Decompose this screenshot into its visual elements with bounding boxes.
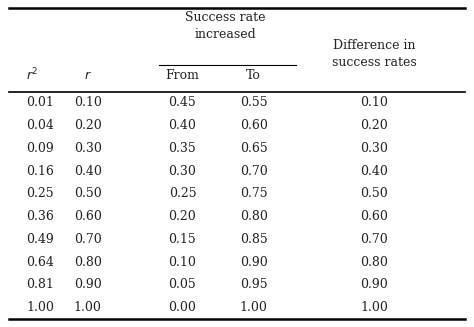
Text: 0.40: 0.40 [74,164,101,178]
Text: 0.04: 0.04 [26,119,54,132]
Text: 0.10: 0.10 [74,96,101,110]
Text: 0.30: 0.30 [74,142,101,155]
Text: 0.70: 0.70 [361,233,388,246]
Text: Success rate
increased: Success rate increased [185,11,265,42]
Text: 1.00: 1.00 [74,301,101,314]
Text: Difference in
success rates: Difference in success rates [332,39,417,69]
Text: 0.40: 0.40 [169,119,196,132]
Text: 0.80: 0.80 [361,255,388,268]
Text: 0.30: 0.30 [169,164,196,178]
Text: To: To [246,69,261,82]
Text: 0.90: 0.90 [361,278,388,291]
Text: 1.00: 1.00 [361,301,388,314]
Text: 0.60: 0.60 [74,210,101,223]
Text: $r^2$: $r^2$ [26,67,38,83]
Text: 0.65: 0.65 [240,142,267,155]
Text: 0.60: 0.60 [361,210,388,223]
Text: 0.55: 0.55 [240,96,267,110]
Text: 0.50: 0.50 [74,187,101,200]
Text: 0.80: 0.80 [240,210,267,223]
Text: 0.10: 0.10 [169,255,196,268]
Text: 1.00: 1.00 [26,301,54,314]
Text: 0.25: 0.25 [169,187,196,200]
Text: 0.16: 0.16 [26,164,54,178]
Text: 0.05: 0.05 [169,278,196,291]
Text: 0.90: 0.90 [74,278,101,291]
Text: 0.20: 0.20 [169,210,196,223]
Text: 0.45: 0.45 [169,96,196,110]
Text: 0.10: 0.10 [361,96,388,110]
Text: $r$: $r$ [84,69,91,82]
Text: 0.36: 0.36 [26,210,54,223]
Text: 0.64: 0.64 [26,255,54,268]
Text: 0.90: 0.90 [240,255,267,268]
Text: 0.50: 0.50 [361,187,388,200]
Text: 0.20: 0.20 [74,119,101,132]
Text: 0.60: 0.60 [240,119,267,132]
Text: 0.09: 0.09 [26,142,54,155]
Text: 0.01: 0.01 [26,96,54,110]
Text: 0.49: 0.49 [26,233,54,246]
Text: 0.95: 0.95 [240,278,267,291]
Text: 0.20: 0.20 [361,119,388,132]
Text: 0.40: 0.40 [361,164,388,178]
Text: 0.81: 0.81 [26,278,54,291]
Text: 0.35: 0.35 [169,142,196,155]
Text: 0.30: 0.30 [361,142,388,155]
Text: 0.70: 0.70 [240,164,267,178]
Text: 0.80: 0.80 [74,255,101,268]
Text: 0.75: 0.75 [240,187,267,200]
Text: 0.00: 0.00 [169,301,196,314]
Text: 0.85: 0.85 [240,233,267,246]
Text: 0.70: 0.70 [74,233,101,246]
Text: 0.15: 0.15 [169,233,196,246]
Text: 0.25: 0.25 [26,187,54,200]
Text: From: From [165,69,200,82]
Text: 1.00: 1.00 [240,301,267,314]
